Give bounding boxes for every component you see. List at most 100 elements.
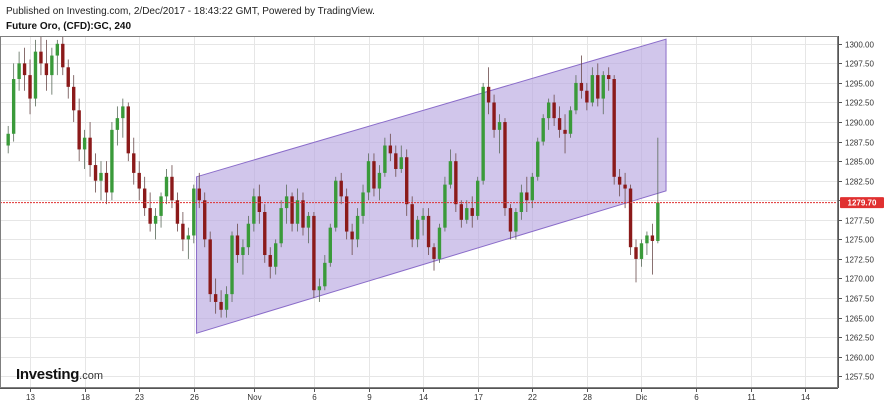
candle[interactable] xyxy=(186,227,191,259)
candle[interactable] xyxy=(164,168,169,205)
candle[interactable] xyxy=(508,204,513,240)
candle[interactable] xyxy=(426,208,431,256)
candle[interactable] xyxy=(475,176,480,220)
candle[interactable] xyxy=(443,176,447,232)
candle[interactable] xyxy=(492,94,496,138)
candle[interactable] xyxy=(552,94,556,126)
candle[interactable] xyxy=(481,82,485,185)
candle[interactable] xyxy=(11,63,16,142)
candle[interactable] xyxy=(372,153,376,197)
candle[interactable] xyxy=(148,192,152,232)
candle[interactable] xyxy=(175,192,180,232)
candle[interactable] xyxy=(383,137,387,177)
candle[interactable] xyxy=(410,196,414,248)
candle[interactable] xyxy=(317,278,322,302)
candle[interactable] xyxy=(268,247,272,279)
candle[interactable] xyxy=(323,255,327,291)
candle[interactable] xyxy=(421,208,425,236)
candle[interactable] xyxy=(33,39,38,107)
candle[interactable] xyxy=(628,184,633,256)
candle[interactable] xyxy=(263,204,267,263)
candle[interactable] xyxy=(568,106,573,138)
candle[interactable] xyxy=(650,223,655,275)
candle[interactable] xyxy=(126,102,130,162)
candle[interactable] xyxy=(82,129,87,169)
candle[interactable] xyxy=(334,176,338,232)
candle[interactable] xyxy=(612,75,616,185)
candle[interactable] xyxy=(235,223,240,263)
candle[interactable] xyxy=(596,63,600,107)
candle[interactable] xyxy=(279,200,283,248)
candle[interactable] xyxy=(39,36,43,76)
candle[interactable] xyxy=(486,67,491,115)
candle[interactable] xyxy=(448,149,453,189)
candle[interactable] xyxy=(536,137,540,181)
candle[interactable] xyxy=(213,278,218,314)
candle[interactable] xyxy=(361,184,365,224)
candle[interactable] xyxy=(432,243,436,271)
candle[interactable] xyxy=(274,239,278,275)
candle[interactable] xyxy=(22,47,27,91)
candle[interactable] xyxy=(312,212,316,299)
candle[interactable] xyxy=(399,145,403,173)
candle[interactable] xyxy=(306,212,311,244)
candle[interactable] xyxy=(93,153,98,193)
candle[interactable] xyxy=(203,192,207,248)
candle[interactable] xyxy=(497,114,502,154)
candle[interactable] xyxy=(465,200,469,224)
candle[interactable] xyxy=(563,114,567,154)
candle[interactable] xyxy=(377,165,382,201)
candle[interactable] xyxy=(153,208,158,240)
candle[interactable] xyxy=(72,75,76,123)
candle[interactable] xyxy=(132,137,136,185)
candle[interactable] xyxy=(246,215,251,256)
candle[interactable] xyxy=(241,239,245,275)
candle[interactable] xyxy=(579,55,584,99)
candle[interactable] xyxy=(181,212,185,252)
candle[interactable] xyxy=(121,98,125,138)
candle[interactable] xyxy=(388,133,393,162)
candle[interactable] xyxy=(525,176,529,212)
candle[interactable] xyxy=(88,122,92,177)
candle[interactable] xyxy=(415,215,420,248)
candle[interactable] xyxy=(394,145,398,177)
candle[interactable] xyxy=(514,208,518,240)
candle[interactable] xyxy=(192,184,196,244)
candle[interactable] xyxy=(50,47,54,95)
candle[interactable] xyxy=(454,153,458,212)
candle[interactable] xyxy=(104,161,109,205)
candle[interactable] xyxy=(601,71,605,115)
candle[interactable] xyxy=(503,118,507,216)
candle[interactable] xyxy=(557,106,562,138)
candle[interactable] xyxy=(17,51,21,91)
candle[interactable] xyxy=(574,75,578,115)
candle[interactable] xyxy=(257,184,262,224)
candle[interactable] xyxy=(224,286,229,318)
candle[interactable] xyxy=(61,36,65,76)
candle[interactable] xyxy=(230,231,234,302)
candle[interactable] xyxy=(355,208,360,248)
candle[interactable] xyxy=(350,223,354,256)
candle[interactable] xyxy=(645,231,649,256)
candle[interactable] xyxy=(585,82,589,111)
candle[interactable] xyxy=(617,168,622,197)
candle[interactable] xyxy=(159,192,163,228)
candle[interactable] xyxy=(55,39,60,76)
candle[interactable] xyxy=(519,184,524,220)
candle[interactable] xyxy=(110,122,114,201)
candle[interactable] xyxy=(77,98,81,162)
candle[interactable] xyxy=(546,98,551,130)
candle[interactable] xyxy=(459,200,464,228)
candle[interactable] xyxy=(290,192,294,232)
candle[interactable] xyxy=(99,161,103,201)
candle[interactable] xyxy=(607,67,611,91)
candle[interactable] xyxy=(28,59,32,115)
candle[interactable] xyxy=(295,188,300,232)
candle[interactable] xyxy=(344,188,349,240)
candle[interactable] xyxy=(656,137,660,244)
candle[interactable] xyxy=(301,192,305,236)
candle[interactable] xyxy=(115,106,120,146)
candle[interactable] xyxy=(208,231,212,302)
candle[interactable] xyxy=(66,59,70,99)
candle[interactable] xyxy=(634,239,638,283)
